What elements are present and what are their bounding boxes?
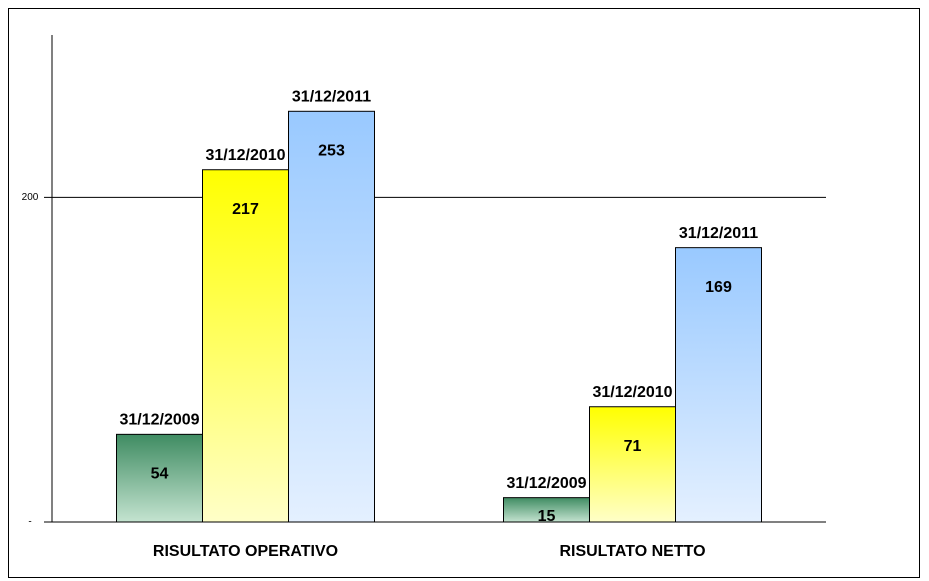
series-label: 31/12/2010 (592, 384, 672, 401)
value-label: 15 (538, 508, 556, 525)
value-label: 71 (624, 438, 642, 455)
series-label: 31/12/2010 (205, 147, 285, 164)
value-label: 217 (232, 201, 259, 218)
y-tick-label: 200 (22, 192, 39, 203)
bar (503, 497, 590, 523)
value-label: 169 (705, 279, 732, 296)
bar (675, 247, 762, 523)
x-tick-label: RISULTATO NETTO (559, 543, 705, 560)
x-tick-label: RISULTATO OPERATIVO (153, 543, 338, 560)
value-label: 54 (151, 466, 169, 483)
y-tick-label: - (28, 517, 31, 528)
series-label: 31/12/2011 (292, 89, 371, 106)
bar (202, 169, 289, 523)
series-label: 31/12/2009 (506, 475, 586, 492)
series-label: 31/12/2011 (679, 225, 758, 242)
series-label: 31/12/2009 (119, 412, 199, 429)
value-label: 253 (318, 143, 345, 160)
bar (288, 110, 375, 523)
bar (116, 433, 203, 523)
bar (589, 406, 676, 523)
